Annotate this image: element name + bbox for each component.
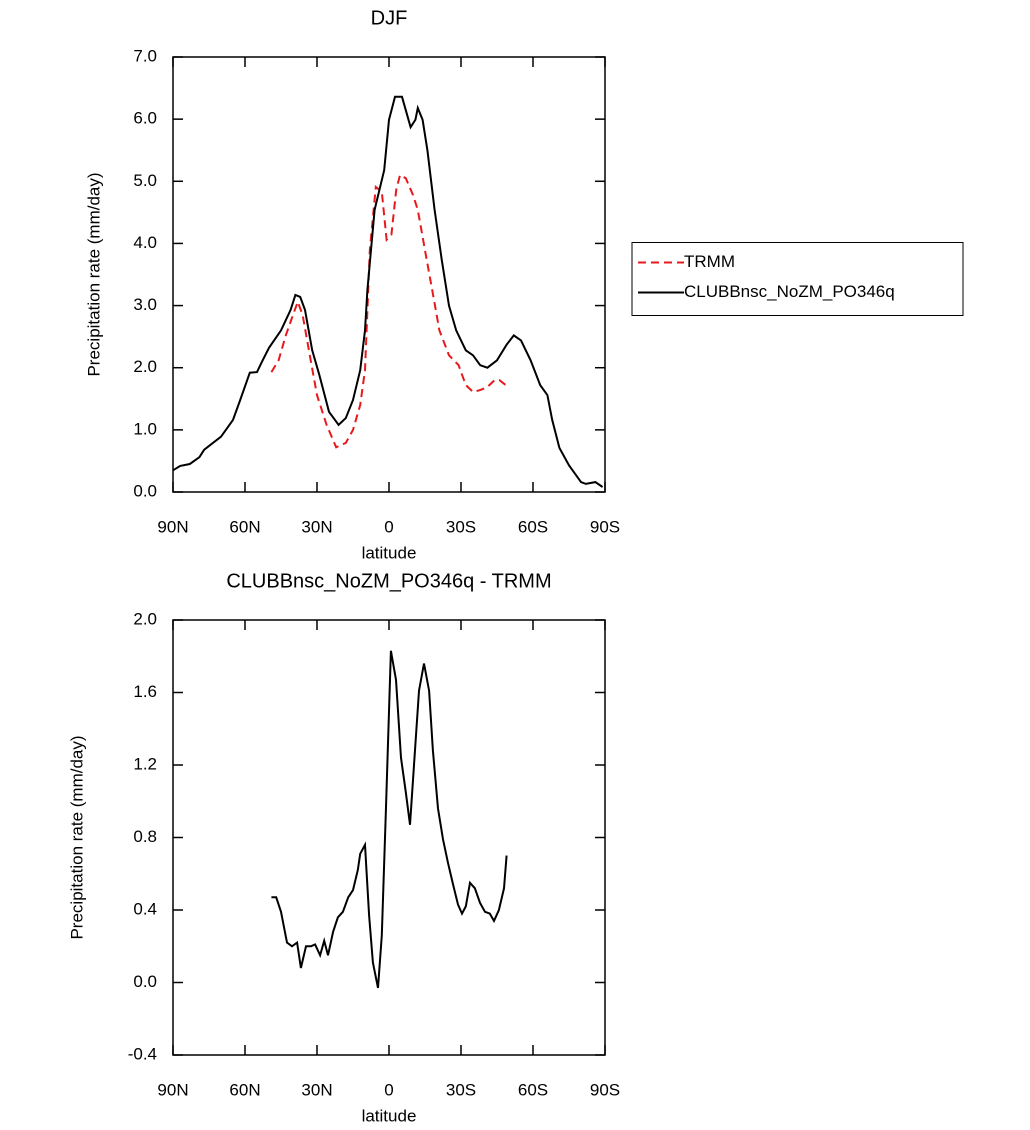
x-tick-label: 60S	[518, 517, 548, 536]
data-line	[172, 95, 604, 488]
y-tick-label: 4.0	[133, 233, 157, 252]
y-tick-label: 7.0	[133, 46, 157, 65]
y-tick-label: 5.0	[133, 171, 157, 190]
x-tick-label: 30N	[301, 1080, 332, 1099]
data-line	[270, 173, 508, 449]
x-tick-label: 90N	[157, 1080, 188, 1099]
y-tick-label: 2.0	[133, 357, 157, 376]
y-tick-label: 0.4	[133, 899, 157, 918]
legend-label: CLUBBnsc_NoZM_PO346q	[684, 282, 895, 301]
y-tick-label: 1.2	[133, 754, 157, 773]
x-axis-label: latitude	[362, 543, 417, 562]
x-tick-label: 90S	[590, 517, 620, 536]
x-tick-label: 0	[384, 517, 393, 536]
y-tick-label: 1.6	[133, 682, 157, 701]
y-tick-label: 6.0	[133, 109, 157, 128]
y-tick-label: 0.0	[133, 481, 157, 500]
x-tick-label: 30N	[301, 517, 332, 536]
x-tick-label: 60N	[229, 1080, 260, 1099]
x-tick-label: 30S	[446, 517, 476, 536]
y-tick-label: 2.0	[133, 609, 157, 628]
y-tick-label: 0.8	[133, 827, 157, 846]
legend-box	[631, 242, 964, 316]
x-tick-label: 30S	[446, 1080, 476, 1099]
y-tick-label: 3.0	[133, 295, 157, 314]
y-tick-label: -0.4	[128, 1044, 157, 1063]
x-tick-label: 60S	[518, 1080, 548, 1099]
x-axis-label: latitude	[362, 1106, 417, 1125]
y-axis-label: Precipitation rate (mm/day)	[84, 172, 103, 376]
x-tick-label: 90S	[590, 1080, 620, 1099]
x-tick-label: 0	[384, 1080, 393, 1099]
x-tick-label: 60N	[229, 517, 260, 536]
legend-label: TRMM	[684, 252, 735, 271]
y-tick-label: 0.0	[133, 972, 157, 991]
chart-title: DJF	[371, 7, 408, 29]
chart-title: CLUBBnsc_NoZM_PO346q - TRMM	[226, 570, 551, 592]
x-tick-label: 90N	[157, 517, 188, 536]
y-axis-label: Precipitation rate (mm/day)	[67, 735, 86, 939]
y-tick-label: 1.0	[133, 419, 157, 438]
data-line	[271, 650, 508, 989]
